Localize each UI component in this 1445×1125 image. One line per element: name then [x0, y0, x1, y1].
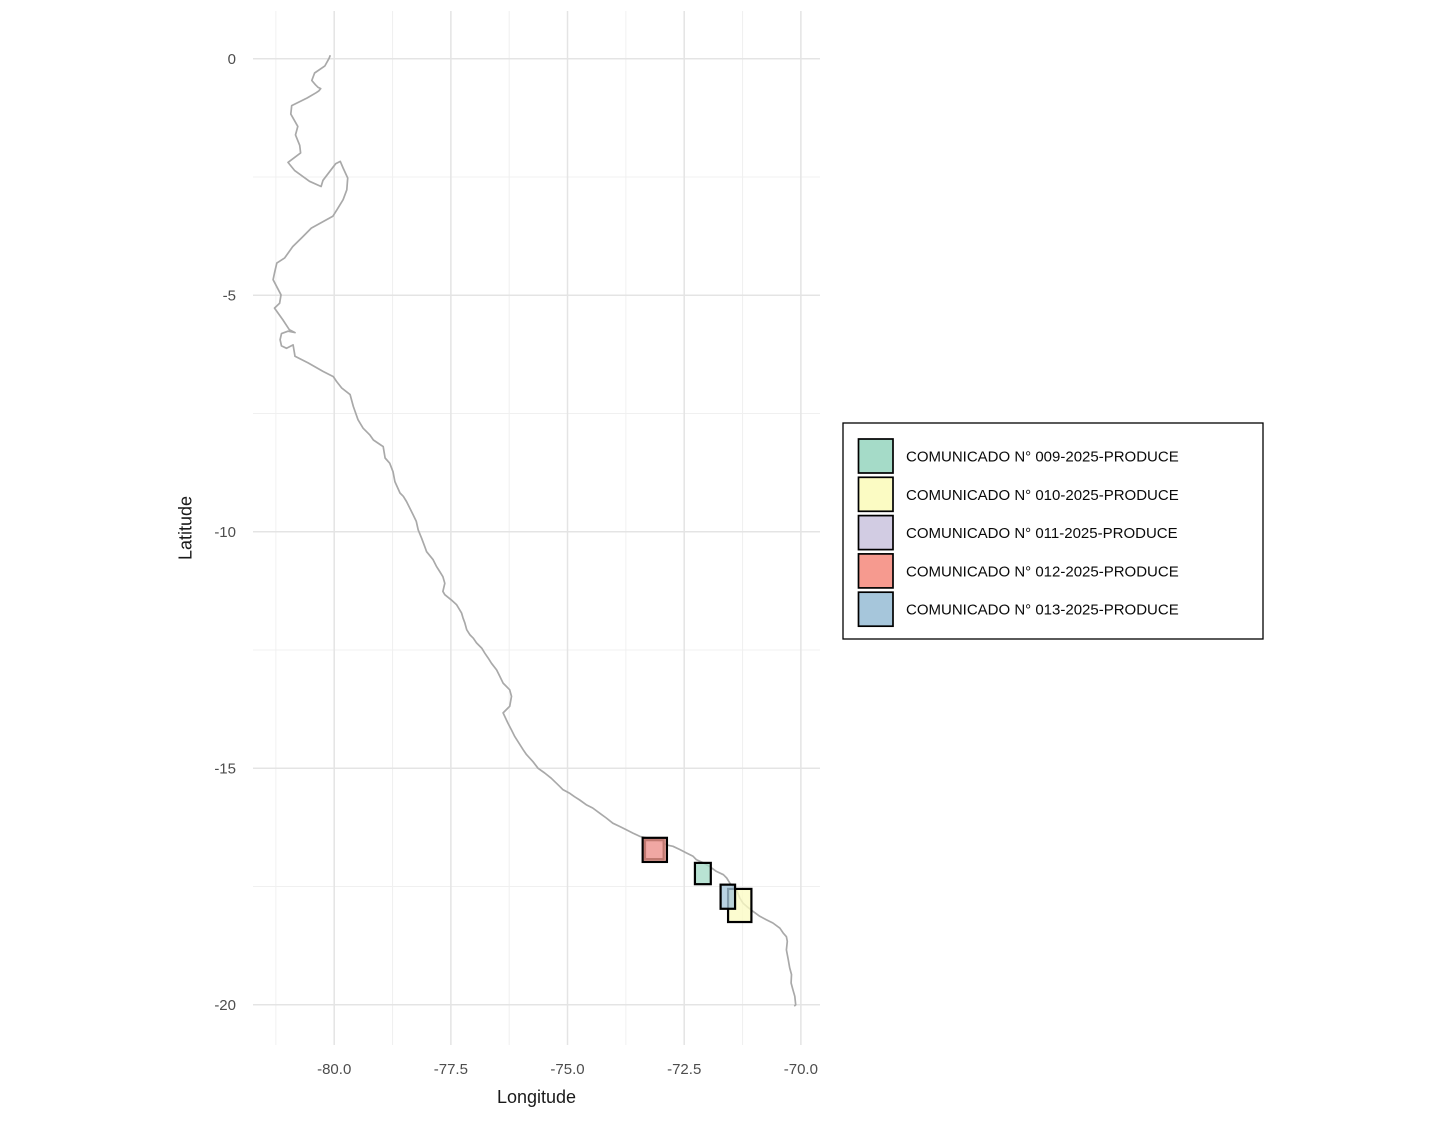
y-axis-title: Latitude — [175, 495, 196, 561]
x-tick-label: -75.0 — [550, 1061, 584, 1078]
legend-box — [842, 422, 1264, 640]
legend-label-013: COMUNICADO N° 013-2025-PRODUCE — [906, 602, 1179, 619]
x-axis-title: Longitude — [496, 1087, 577, 1107]
y-tick-label: -20 — [214, 997, 236, 1014]
x-tick-label: -70.0 — [784, 1061, 818, 1078]
legend-key-010 — [857, 476, 894, 513]
y-tick-label: 0 — [228, 51, 236, 68]
legend-label-009: COMUNICADO N° 009-2025-PRODUCE — [906, 449, 1179, 466]
zone-rect-013 — [719, 883, 737, 910]
x-tick-label: -77.5 — [434, 1061, 468, 1078]
legend-key-013 — [857, 591, 894, 628]
zone-rect-009 — [693, 861, 712, 886]
x-tick-label: -80.0 — [317, 1061, 351, 1078]
legend-key-012 — [857, 553, 894, 589]
legend-label-012: COMUNICADO N° 012-2025-PRODUCE — [906, 563, 1179, 580]
y-tick-label: -10 — [214, 524, 236, 541]
legend-label-010: COMUNICADO N° 010-2025-PRODUCE — [906, 487, 1179, 504]
x-tick-label: -72.5 — [667, 1061, 701, 1078]
legend-key-011 — [857, 514, 894, 551]
y-tick-label: -15 — [214, 760, 236, 777]
legend-label-011: COMUNICADO N° 011-2025-PRODUCE — [906, 525, 1178, 542]
y-tick-label: -5 — [223, 287, 236, 304]
legend-key-009 — [857, 438, 894, 474]
zone-rect-012 — [641, 836, 669, 864]
